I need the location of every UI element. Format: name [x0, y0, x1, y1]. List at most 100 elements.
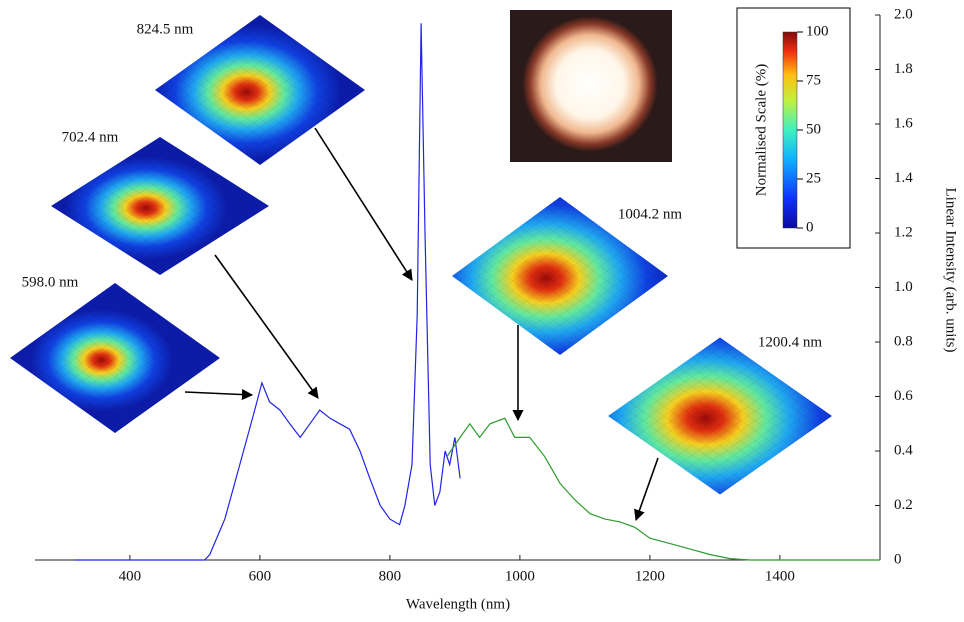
mesh-line — [539, 261, 648, 341]
mesh-line — [246, 24, 353, 100]
mesh-line — [108, 353, 214, 429]
y-tick-label: 0.6 — [894, 388, 913, 404]
mesh-line — [167, 80, 274, 156]
mesh-line — [161, 19, 267, 95]
mesh-line — [684, 391, 798, 471]
y-tick-label: 1.4 — [894, 170, 913, 186]
y-tick-label: 0 — [894, 551, 902, 567]
mesh-line — [22, 348, 129, 424]
arrow — [184, 388, 254, 401]
annotation: 824.5 nm — [137, 21, 194, 37]
mesh-line — [635, 396, 749, 475]
mesh-line — [472, 211, 581, 291]
arrow — [634, 457, 659, 522]
mesh-line — [670, 371, 784, 451]
mesh-line — [91, 180, 202, 250]
mesh-line — [526, 221, 635, 301]
mesh-line — [705, 347, 819, 426]
mesh-line — [55, 315, 162, 391]
colorbar-title: Normalised Scale (%) — [753, 64, 769, 196]
mesh-line — [88, 301, 194, 377]
mesh-line — [22, 292, 129, 368]
mesh-line — [194, 43, 300, 119]
mesh-line — [546, 206, 655, 286]
x-tick-label: 400 — [119, 568, 142, 584]
y-axis-label: Linear Intensity (arb. units) — [943, 188, 959, 353]
x-tick-label: 600 — [249, 568, 272, 584]
mesh-line — [118, 180, 229, 250]
x-tick-label: 800 — [379, 568, 402, 584]
mesh-line — [227, 38, 333, 114]
mesh-line — [240, 75, 346, 152]
mesh-line — [458, 270, 567, 351]
mesh-line — [635, 357, 749, 436]
mesh-line — [174, 75, 280, 152]
mesh-line — [485, 221, 594, 301]
mesh-line — [153, 201, 263, 271]
y-tick-label: 1.2 — [894, 224, 913, 240]
beam-spot — [522, 16, 658, 152]
mesh-line — [62, 320, 168, 396]
mesh-line — [207, 52, 313, 128]
mesh-line — [492, 226, 601, 306]
mesh-line — [132, 188, 242, 258]
mesh-line — [167, 24, 274, 100]
mesh-line — [194, 61, 300, 137]
mesh-line — [146, 197, 256, 267]
mesh-line — [712, 410, 826, 490]
mesh-line — [82, 306, 188, 382]
mesh-line — [546, 266, 655, 346]
mesh-line — [75, 311, 181, 387]
mesh-line — [698, 401, 812, 480]
mesh-line — [663, 376, 777, 456]
mesh-line — [146, 145, 256, 215]
mesh-line — [220, 43, 326, 119]
mesh-line — [153, 141, 263, 211]
mesh-line — [36, 301, 142, 377]
heatmap — [608, 337, 832, 495]
mesh-line — [29, 296, 135, 373]
mesh-line — [220, 61, 326, 137]
mesh-line — [181, 33, 287, 109]
x-axis-label: Wavelength (nm) — [406, 596, 510, 612]
mesh-line — [118, 162, 229, 232]
annotation: 702.4 nm — [62, 129, 119, 145]
mesh-line — [91, 162, 202, 232]
mesh-line — [68, 325, 175, 401]
mesh-line — [684, 361, 798, 441]
mesh-line — [68, 315, 175, 391]
mesh-line — [670, 381, 784, 461]
mesh-line — [57, 141, 167, 211]
mesh-line — [492, 246, 601, 326]
mesh-line — [246, 80, 353, 156]
mesh-line — [36, 339, 142, 415]
heatmap — [452, 197, 668, 355]
y-tick-label: 1.8 — [894, 61, 913, 77]
mesh-line — [200, 57, 307, 133]
beam-profile — [452, 197, 668, 355]
mesh-line — [458, 201, 567, 282]
mesh-line — [628, 401, 742, 480]
annotation: 1200.4 nm — [758, 334, 823, 350]
mesh-line — [98, 167, 208, 237]
heatmap — [10, 283, 220, 433]
mesh-line — [139, 192, 249, 263]
mesh-line — [677, 366, 791, 446]
mesh-line — [642, 391, 756, 471]
mesh-line — [519, 246, 628, 326]
mesh-line — [84, 158, 195, 228]
mesh-line — [519, 226, 628, 306]
mesh-line — [240, 28, 346, 105]
mesh-line — [485, 251, 594, 331]
mesh-line — [55, 325, 162, 401]
y-tick-label: 1.6 — [894, 115, 913, 131]
mesh-line — [57, 201, 167, 271]
mesh-line — [95, 343, 201, 420]
y-tick-label: 2.0 — [894, 6, 913, 22]
mesh-line — [553, 201, 662, 282]
mesh-line — [139, 149, 249, 220]
mesh-line — [233, 33, 339, 109]
colorbar-tick-label: 0 — [806, 219, 814, 235]
mesh-line — [49, 311, 155, 387]
mesh-line — [656, 371, 770, 451]
